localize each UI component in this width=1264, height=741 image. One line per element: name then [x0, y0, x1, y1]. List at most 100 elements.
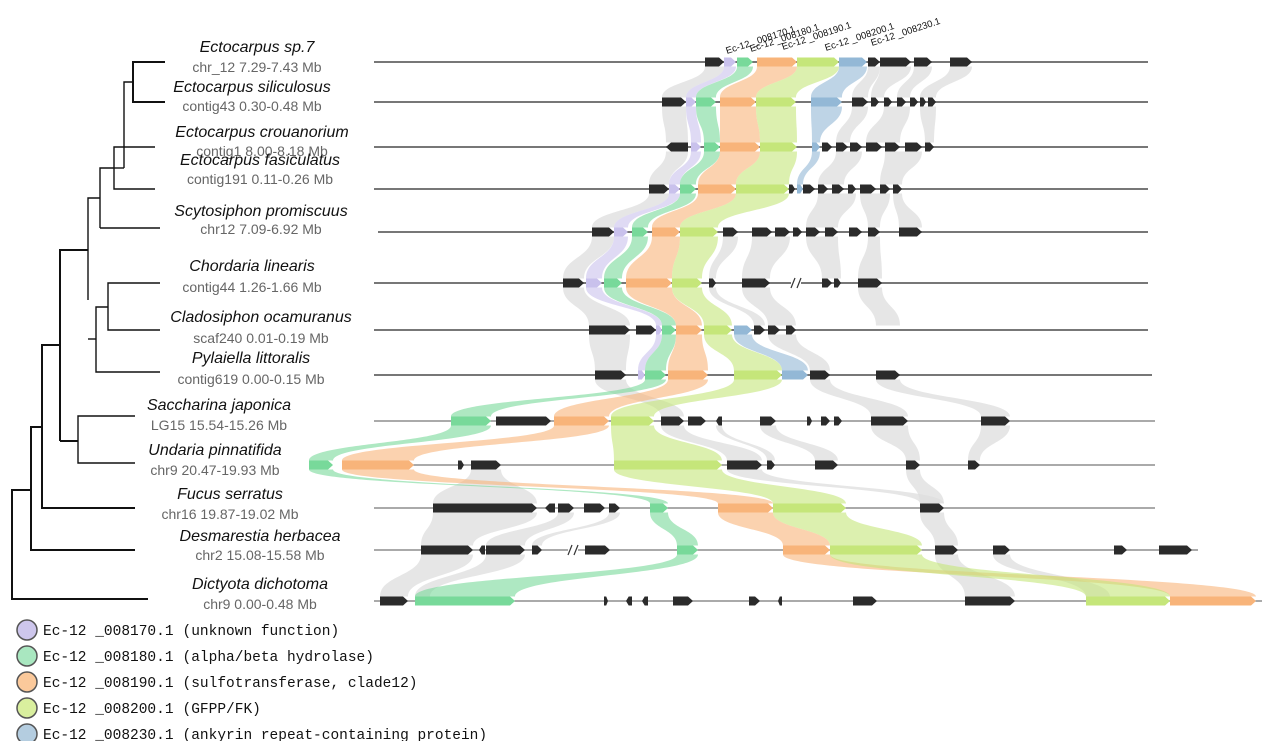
synteny-ribbon-gene_200	[611, 379, 782, 417]
gene-other	[849, 227, 862, 237]
gene-gene_170	[724, 57, 736, 67]
synteny-ribbon-other	[662, 106, 688, 143]
synteny-ribbon-other	[563, 236, 614, 279]
gene-gene_180	[645, 370, 666, 380]
synteny-ribbon-other	[421, 512, 537, 546]
gene-other	[885, 142, 900, 152]
gene-other	[496, 416, 551, 426]
gene-other	[968, 460, 980, 470]
gene-other	[806, 227, 820, 237]
synteny-ribbon-other	[880, 151, 922, 185]
gene-other	[532, 545, 542, 555]
synteny-ribbon-gene_200	[672, 287, 732, 326]
species-name: Undaria pinnatifida	[148, 442, 282, 459]
gene-gene_190	[626, 278, 672, 288]
gene-other	[584, 503, 605, 513]
synteny-ribbon-gene_230	[734, 334, 808, 371]
synteny-ribbon-other	[968, 425, 1010, 461]
break-gap	[791, 279, 801, 287]
gene-other	[914, 57, 932, 67]
synteny-ribbon-other	[810, 379, 908, 417]
gene-other	[723, 227, 738, 237]
gene-gene_190	[698, 184, 736, 194]
legend-swatch	[16, 671, 38, 693]
gene-other	[832, 184, 844, 194]
synteny-ribbon-other	[709, 287, 765, 326]
gene-gene_180	[696, 97, 716, 107]
gene-other	[775, 227, 790, 237]
legend-gene-id: Ec-12 _008180.1	[43, 650, 174, 666]
gene-legend: Ec-12 _008170.1 (unknown function)Ec-12 _…	[16, 619, 488, 741]
synteny-ribbon-gene_190	[554, 379, 708, 417]
tree-branch	[59, 249, 88, 441]
synteny-ribbon-other	[415, 554, 525, 597]
synteny-ribbon-gene_200	[611, 425, 722, 461]
gene-other	[928, 97, 936, 107]
legend-gene-function: (ankyrin repeat-containing protein)	[183, 728, 488, 741]
species-name: Ectocarpus fasiculatus	[180, 152, 340, 169]
gene-gene_200	[736, 184, 789, 194]
gene-gene_180	[632, 227, 648, 237]
synteny-ribbon-other	[662, 66, 724, 98]
legend-gene-function: (alpha/beta hydrolase)	[183, 650, 374, 666]
gene-gene_180	[415, 596, 515, 606]
synteny-ribbon-gene_200	[756, 66, 839, 98]
species-name: Scytosiphon promiscuus	[174, 203, 347, 220]
gene-gene_180	[662, 325, 676, 335]
gene-gene_180	[677, 545, 698, 555]
species-name: Dictyota dichotoma	[192, 576, 328, 593]
gene-id-labels: Ec-12 _008170.1Ec-12 _008180.1Ec-12 _008…	[725, 16, 942, 57]
gene-other	[848, 184, 856, 194]
synteny-ribbon-other	[860, 193, 890, 228]
synteny-ribbon-gene_230	[797, 151, 820, 185]
synteny-ribbon-other	[661, 425, 762, 461]
gene-gene_200	[704, 325, 732, 335]
synteny-ribbon-gene_190	[698, 151, 760, 185]
gene-gene_190	[554, 416, 609, 426]
gene-other	[893, 184, 902, 194]
species-locus: chr12 7.09-6.92 Mb	[200, 221, 322, 237]
gene-other	[636, 325, 656, 335]
gene-gene_200	[734, 370, 782, 380]
gene-other	[479, 545, 485, 555]
synteny-ribbon-gene_200	[756, 106, 797, 143]
gene-other	[910, 97, 918, 107]
gene-other	[486, 545, 525, 555]
gene-other	[778, 596, 782, 606]
species-locus: chr16 19.87-19.02 Mb	[162, 506, 299, 522]
synteny-ribbon-gene_170	[638, 334, 662, 371]
synteny-ribbon-gene_200	[672, 236, 718, 279]
tree-branch	[99, 167, 114, 228]
gene-other	[662, 97, 686, 107]
gene-arrows	[309, 57, 1256, 606]
species-locus: contig43 0.30-0.48 Mb	[182, 98, 322, 114]
gene-other	[709, 278, 716, 288]
species-name: Chordaria linearis	[189, 258, 314, 275]
gene-other	[920, 97, 926, 107]
gene-gene_190	[668, 370, 708, 380]
species-name: Saccharina japonica	[147, 397, 291, 414]
synteny-ribbon-other	[858, 287, 900, 326]
gene-other	[609, 503, 620, 513]
synteny-ribbon-gene_180	[604, 236, 648, 279]
gene-gene_170	[614, 227, 628, 237]
synteny-ribbon-gene_170	[614, 193, 680, 228]
species-name: Ectocarpus crouanorium	[175, 124, 348, 141]
synteny-ribbon-gene_200	[773, 512, 922, 546]
gene-other	[760, 416, 776, 426]
legend-gene-function: (unknown function)	[183, 624, 340, 640]
gene-other	[880, 184, 890, 194]
synteny-ribbon-other	[760, 425, 838, 461]
gene-other	[899, 227, 922, 237]
synteny-ribbon-gene_190	[718, 512, 830, 546]
gene-gene_200	[797, 57, 839, 67]
synteny-ribbon-gene_180	[645, 334, 676, 371]
gene-gene_190	[720, 142, 760, 152]
gene-other	[993, 545, 1010, 555]
synteny-ribbon-gene_190	[668, 334, 708, 371]
gene-gene_180	[451, 416, 491, 426]
break-mark	[790, 277, 796, 289]
gene-other	[818, 184, 828, 194]
species-locus: scaf240 0.01-0.19 Mb	[193, 330, 329, 346]
synteny-ribbon-gene_190	[342, 425, 609, 461]
